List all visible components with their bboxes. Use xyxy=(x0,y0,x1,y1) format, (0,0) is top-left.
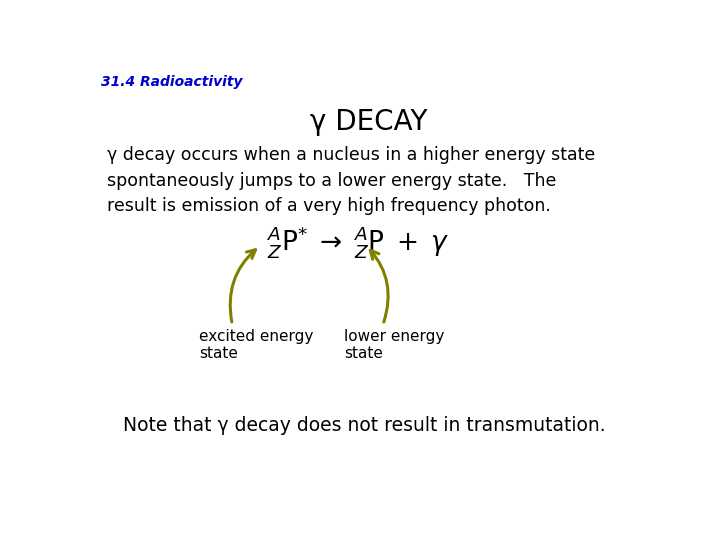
Text: Note that γ decay does not result in transmutation.: Note that γ decay does not result in tra… xyxy=(124,416,606,435)
Text: excited energy
state: excited energy state xyxy=(199,329,313,361)
Text: ${}^{A}_{Z}\mathrm{P}^{*} \;\rightarrow\; {}^{A}_{Z}\mathrm{P} \;+\; \gamma$: ${}^{A}_{Z}\mathrm{P}^{*} \;\rightarrow\… xyxy=(267,224,449,260)
Text: lower energy
state: lower energy state xyxy=(344,329,444,361)
Text: γ decay occurs when a nucleus in a higher energy state
spontaneously jumps to a : γ decay occurs when a nucleus in a highe… xyxy=(107,146,595,215)
Text: γ DECAY: γ DECAY xyxy=(310,109,428,137)
Text: 31.4 Radioactivity: 31.4 Radioactivity xyxy=(101,75,243,89)
